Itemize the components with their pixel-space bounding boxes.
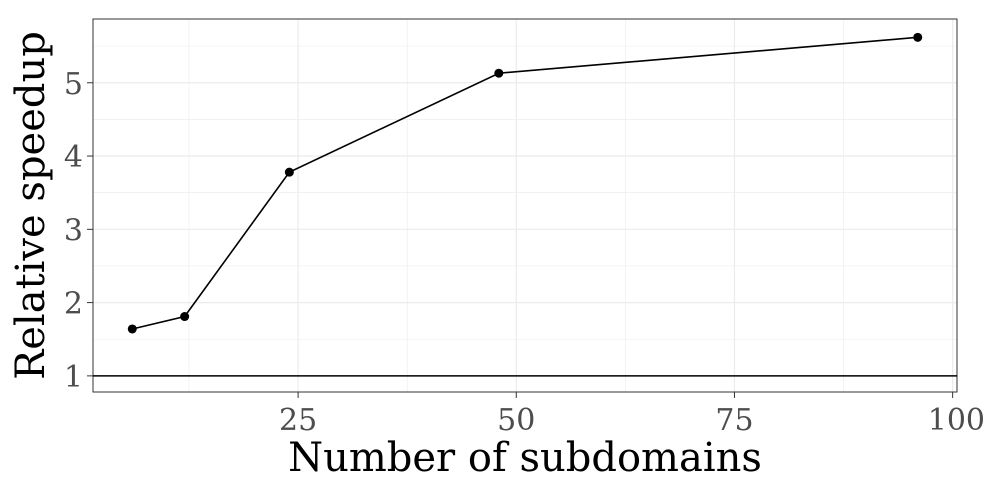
data-point — [913, 32, 923, 42]
minor-gridlines — [93, 19, 957, 392]
x-axis-title: Number of subdomains — [288, 435, 762, 481]
x-tick-label: 25 — [279, 403, 317, 438]
x-tick-label: 75 — [715, 403, 753, 438]
y-tick-label: 5 — [64, 67, 83, 102]
y-tick-label: 2 — [64, 287, 83, 322]
y-axis-title: Relative speedup — [8, 31, 54, 380]
series-group — [127, 32, 923, 334]
panel-border — [92, 18, 958, 393]
data-point — [127, 324, 137, 334]
x-tick-label: 100 — [928, 403, 985, 438]
y-tick-label: 1 — [64, 360, 83, 395]
data-point — [494, 68, 504, 78]
data-point — [180, 312, 190, 322]
x-tick-label: 50 — [497, 403, 535, 438]
y-axis-ticks: 1 2 3 4 5 — [64, 67, 93, 395]
data-point — [284, 167, 294, 177]
major-gridlines — [93, 19, 957, 392]
y-tick-label: 3 — [64, 213, 83, 248]
y-tick-label: 4 — [64, 140, 83, 175]
series-line — [132, 36, 918, 330]
x-axis-ticks: 25 50 75 100 — [279, 392, 985, 438]
